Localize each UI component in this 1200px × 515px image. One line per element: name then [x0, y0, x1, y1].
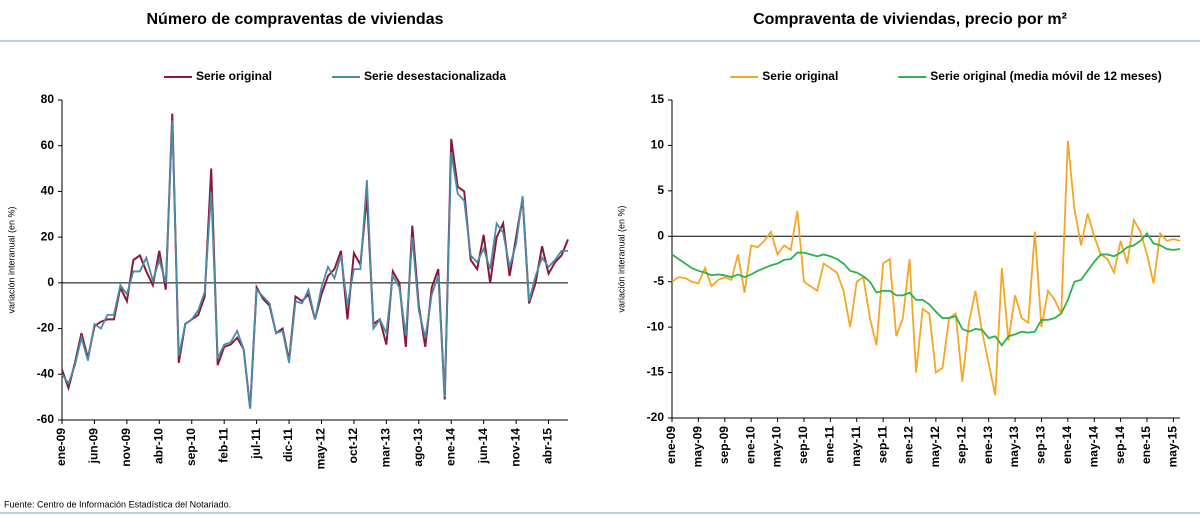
x-tick-label: ago-13	[411, 428, 425, 467]
legend: Serie original Serie original (media móvi…	[730, 69, 1162, 83]
legend: Serie original Serie desestacionalizada	[163, 69, 506, 83]
x-tick-label: sep-10	[796, 426, 810, 464]
y-tick-label: -20	[37, 321, 55, 335]
data-line	[671, 232, 1181, 347]
data-line	[671, 140, 1181, 396]
x-tick-label: ene-10	[743, 426, 757, 464]
y-axis-label: variación interanual (en %)	[6, 206, 16, 313]
x-tick-label: jul-11	[249, 428, 263, 460]
y-tick-label: -40	[37, 366, 55, 380]
x-tick-label: abr-15	[541, 428, 555, 464]
x-tick-label: ene-09	[54, 428, 68, 466]
legend-label: Serie original (media móvil de 12 meses)	[930, 69, 1161, 83]
data-line	[61, 120, 568, 409]
y-tick-label: 0	[47, 275, 54, 289]
source-note: Fuente: Centro de Información Estadístic…	[4, 499, 231, 509]
x-tick-label: may-15	[1166, 426, 1180, 468]
x-tick-label: abr-10	[151, 428, 165, 464]
y-tick-label: -10	[647, 319, 665, 333]
x-tick-label: may-09	[691, 426, 705, 468]
x-tick-label: may-13	[1007, 426, 1021, 468]
y-tick-label: 20	[41, 229, 55, 243]
x-tick-label: may-12	[314, 428, 328, 470]
x-tick-label: sep-12	[954, 426, 968, 464]
x-tick-label: ene-15	[1139, 426, 1153, 464]
x-tick-label: ene-14	[443, 428, 457, 466]
y-tick-label: -20	[647, 410, 665, 424]
x-tick-label: nov-09	[119, 428, 133, 467]
y-tick-label: -15	[647, 365, 665, 379]
x-tick-label: may-11	[849, 426, 863, 467]
x-tick-label: ene-13	[981, 426, 995, 464]
x-tick-label: sep-11	[875, 426, 889, 464]
legend-label: Serie original	[196, 69, 272, 83]
x-tick-label: mar-13	[379, 428, 393, 468]
x-tick-label: nov-14	[508, 428, 522, 467]
chart-title: Compraventa de viviendas, precio por m²	[753, 11, 1067, 28]
y-tick-label: -60	[37, 412, 55, 426]
x-tick-label: sep-14	[1113, 426, 1127, 464]
x-tick-label: ene-12	[902, 426, 916, 464]
y-tick-label: 40	[41, 184, 55, 198]
y-tick-label: 10	[651, 138, 665, 152]
y-axis-label: variación interanual (en %)	[616, 205, 626, 312]
chart-title: Número de compraventas de viviendas	[147, 11, 444, 28]
y-tick-label: 80	[41, 92, 55, 106]
x-tick-label: sep-09	[717, 426, 731, 464]
x-tick-label: oct-12	[346, 428, 360, 464]
y-tick-label: 60	[41, 138, 55, 152]
x-tick-label: may-10	[770, 426, 784, 468]
x-tick-label: sep-10	[184, 428, 198, 466]
y-tick-label: 15	[651, 92, 665, 106]
legend-label: Serie desestacionalizada	[364, 69, 506, 83]
x-tick-label: dic-11	[281, 428, 295, 462]
x-tick-label: jun-09	[87, 428, 101, 465]
x-tick-label: feb-11	[216, 428, 230, 463]
x-tick-label: ene-09	[664, 426, 678, 464]
x-tick-label: ene-14	[1060, 426, 1074, 464]
x-tick-label: sep-13	[1034, 426, 1048, 464]
x-tick-label: ene-11	[823, 426, 837, 464]
x-tick-label: may-14	[1086, 426, 1100, 468]
y-tick-label: 0	[657, 228, 664, 242]
legend-label: Serie original	[762, 69, 838, 83]
x-tick-label: may-12	[928, 426, 942, 468]
y-tick-label: -5	[653, 274, 664, 288]
y-tick-label: 5	[657, 183, 664, 197]
x-tick-label: jun-14	[476, 428, 490, 465]
